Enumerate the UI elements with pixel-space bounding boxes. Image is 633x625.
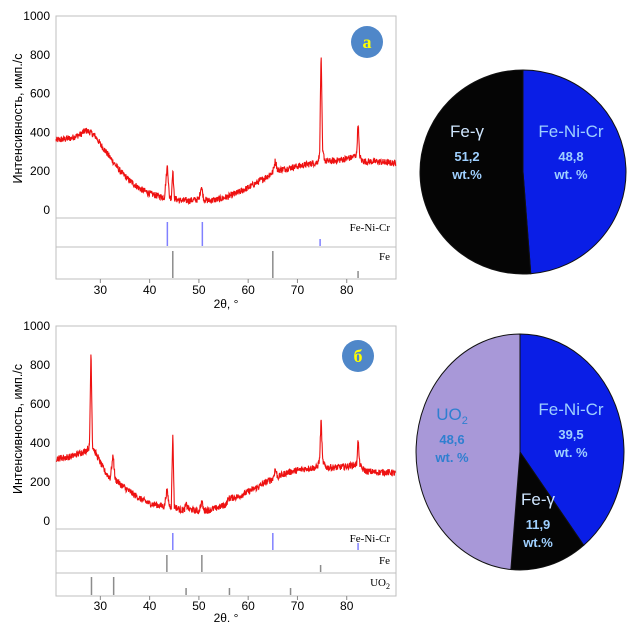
xrd-pattern-line	[55, 57, 397, 206]
y-tick-label: 200	[30, 164, 50, 178]
pie-slice-value: 48,6	[439, 432, 464, 447]
pie-slice-label: Fe-Ni-Cr	[538, 122, 603, 141]
y-tick-label: 200	[30, 475, 50, 489]
panel-badge	[351, 26, 383, 58]
y-tick-label: 0	[43, 203, 50, 217]
composition-pie-b: Fe-Ni-Cr 39,5 wt. % Fe-γ 11,9 wt.% UO2 48,6 wt. …	[415, 333, 625, 571]
y-tick-label: 800	[30, 358, 50, 372]
x-tick-label: 60	[241, 599, 255, 613]
x-tick-label: 60	[241, 283, 255, 297]
panel-badge	[342, 340, 374, 372]
pie-slice	[510, 450, 585, 571]
pie-slice-label: Fe-γ	[521, 490, 556, 509]
pie-slice-label: Fe-Ni-Cr	[538, 400, 603, 419]
pie-slice-label: UO2	[436, 405, 468, 427]
pie-slice	[415, 333, 521, 571]
panel-badge-label: а	[363, 32, 372, 52]
pie-slice-unit: wt.%	[522, 535, 553, 550]
x-tick-label: 40	[143, 599, 157, 613]
x-axis-label: 2θ, °	[214, 297, 239, 311]
y-tick-label: 400	[30, 436, 50, 450]
reference-label: UO2	[370, 577, 390, 591]
pie-slice	[522, 69, 627, 275]
xrd-panel-b: 0 200 400 600 800 1000 Интенсивность, имп./с Fe…	[11, 319, 397, 625]
xrd-panel-a: 0 200 400 600 800 1000 Интенсивность, имп./с Fe…	[11, 9, 397, 311]
pie-slice-unit: wt. %	[553, 445, 588, 460]
composition-pie-a: Fe-Ni-Cr 48,8 wt. % Fe-γ 51,2 wt.%	[419, 69, 627, 275]
x-tick-label: 50	[192, 283, 206, 297]
pie-slice-value: 48,8	[558, 149, 583, 164]
pie-slice	[419, 69, 532, 275]
plot-frame	[55, 325, 397, 597]
x-axis-label: 2θ. °	[214, 611, 239, 625]
x-tick-label: 80	[340, 283, 354, 297]
pie-slice-label: Fe-γ	[450, 122, 485, 141]
reference-label: Fe	[379, 555, 390, 567]
pie-slice-unit: wt. %	[434, 450, 469, 465]
pie-slice-unit: wt.%	[451, 167, 482, 182]
x-tick-label: 30	[94, 283, 108, 297]
pie-slice-value: 11,9	[526, 517, 551, 532]
y-tick-label: 800	[30, 48, 50, 62]
reference-label: Fe	[379, 251, 390, 263]
y-axis-label: Интенсивность, имп./с	[11, 364, 25, 494]
y-tick-label: 400	[30, 125, 50, 139]
x-tick-label: 70	[291, 599, 305, 613]
pie-slice-unit: wt. %	[553, 167, 588, 182]
xrd-pattern-line	[55, 354, 397, 515]
y-axis-label: Интенсивность, имп./с	[11, 53, 25, 183]
pie-slice-value: 51,2	[454, 149, 479, 164]
plot-frame	[55, 15, 397, 280]
x-tick-label: 50	[192, 599, 206, 613]
y-tick-label: 600	[30, 397, 50, 411]
panel-badge-label: б	[354, 346, 363, 366]
y-tick-label: 1000	[23, 319, 50, 333]
y-tick-label: 0	[43, 514, 50, 528]
y-tick-label: 1000	[23, 9, 50, 23]
x-tick-label: 40	[143, 283, 157, 297]
reference-label: Fe-Ni-Cr	[350, 222, 391, 234]
y-tick-label: 600	[30, 87, 50, 101]
x-tick-label: 80	[340, 599, 354, 613]
reference-label: Fe-Ni-Cr	[350, 533, 391, 545]
x-tick-label: 70	[291, 283, 305, 297]
x-tick-label: 30	[94, 599, 108, 613]
pie-slice-value: 39,5	[558, 427, 583, 442]
pie-slice	[519, 333, 625, 546]
